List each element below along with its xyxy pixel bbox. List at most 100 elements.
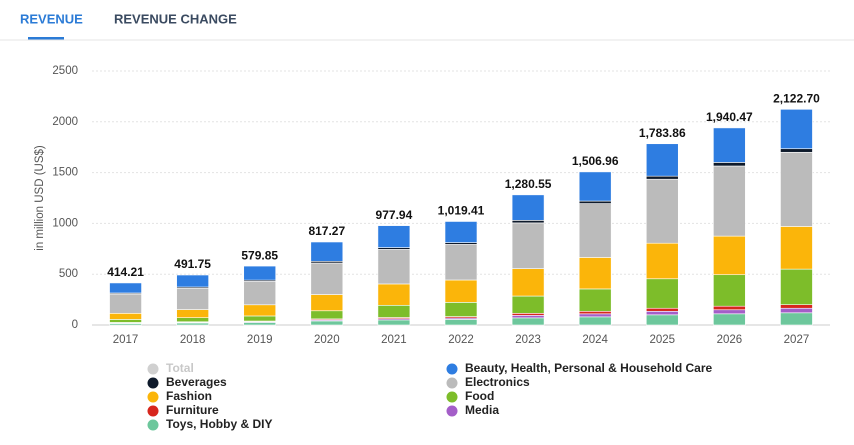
bar-segment (511, 317, 545, 326)
y-tick-label: 2000 (52, 116, 78, 128)
bar-segment (310, 241, 344, 262)
bar-segment (444, 221, 478, 243)
bar-segment (578, 316, 612, 326)
x-tick-label: 2018 (180, 334, 206, 346)
legend-label: Furniture (166, 403, 219, 417)
bar-segment (713, 313, 746, 326)
legend-label: Fashion (166, 389, 212, 403)
bar-segment (780, 304, 813, 309)
legend-swatch (446, 391, 458, 403)
legend-swatch (147, 419, 159, 431)
bar-segment (109, 319, 142, 323)
x-tick-label: 2024 (582, 334, 608, 346)
bar-segment (645, 175, 679, 180)
bar-segment (511, 313, 545, 316)
total-label: 977.94 (376, 208, 413, 222)
legend-label: Total (166, 361, 194, 375)
bar-segment (780, 226, 813, 270)
bar-segment (444, 319, 478, 326)
tab-revenue-change[interactable]: REVENUE CHANGE (114, 11, 237, 26)
bar-segment (578, 203, 612, 258)
bar-segment (109, 313, 142, 320)
x-tick-label: 2022 (448, 334, 474, 346)
bar-segment (511, 194, 545, 221)
bar-segment (377, 225, 411, 248)
total-label: 2,122.70 (773, 92, 820, 106)
bar-segment (511, 222, 545, 269)
bar-segment (578, 288, 612, 312)
bar-segment (444, 302, 478, 317)
bar-segment (511, 315, 545, 319)
bar-segment (713, 235, 746, 276)
bar-segment (780, 148, 813, 153)
bar-segment (310, 262, 344, 295)
bar-segment (243, 304, 277, 317)
legend-swatch (147, 391, 159, 403)
legend-swatch (147, 363, 159, 375)
bar-segment (645, 278, 679, 309)
y-tick-label: 1000 (52, 217, 78, 229)
bar-segment (310, 294, 344, 312)
legend-label: Electronics (465, 375, 530, 389)
total-label: 1,783.86 (639, 126, 686, 140)
legend-label: Toys, Hobby & DIY (166, 417, 272, 431)
bar-segment (377, 249, 411, 285)
bar-segment (780, 268, 813, 305)
tab-underline (28, 37, 64, 40)
bar-segment (377, 304, 411, 318)
x-tick-label: 2017 (113, 334, 139, 346)
bar-segment (444, 244, 478, 281)
legend-swatch (147, 405, 159, 417)
y-axis-title: in million USD (US$) (34, 145, 46, 251)
bar-segment (578, 257, 612, 290)
bar-segment (713, 305, 746, 311)
total-label: 1,940.47 (706, 110, 753, 124)
y-tick-label: 500 (59, 268, 78, 280)
bar-segment (713, 162, 746, 167)
bar-segment (645, 314, 679, 326)
bar-segment (578, 313, 612, 318)
bar-segment (377, 283, 411, 306)
total-label: 579.85 (241, 248, 278, 262)
total-label: 414.21 (107, 265, 144, 279)
bar-segment (176, 309, 209, 318)
y-tick-label: 0 (72, 319, 78, 331)
bar-segment (578, 171, 612, 202)
bar-segment (511, 220, 545, 224)
y-tick-label: 1500 (52, 167, 78, 179)
total-label: 491.75 (174, 257, 211, 271)
legend-label: Beauty, Health, Personal & Household Car… (465, 361, 712, 375)
x-tick-label: 2027 (784, 334, 810, 346)
total-label: 817.27 (308, 224, 345, 238)
legend-swatch (147, 377, 159, 389)
bar-segment (310, 320, 344, 326)
total-label: 1,280.55 (505, 177, 552, 191)
bar-segment (645, 307, 679, 312)
bar-segment (780, 151, 813, 227)
bar-segment (176, 274, 209, 288)
total-label: 1,506.96 (572, 154, 619, 168)
bar-segment (578, 310, 612, 315)
bar-segment (243, 265, 277, 281)
bar-segment (713, 309, 746, 315)
bar-segment (578, 200, 612, 204)
x-tick-label: 2021 (381, 334, 407, 346)
tab-revenue[interactable]: REVENUE (20, 11, 83, 26)
bar-segment (511, 295, 545, 314)
bar-segment (109, 282, 142, 294)
bar-segment (243, 322, 277, 326)
bar-segment (310, 310, 344, 320)
bar-segment (176, 287, 209, 310)
legend-label: Food (465, 389, 494, 403)
legend-swatch (446, 363, 458, 375)
bar-segment (444, 279, 478, 303)
total-label: 1,019.41 (438, 204, 485, 218)
bar-segment (713, 274, 746, 307)
bar-segment (511, 268, 545, 297)
legend-label: Beverages (166, 375, 227, 389)
x-tick-label: 2020 (314, 334, 340, 346)
bar-segment (243, 315, 277, 322)
bar-segment (176, 317, 209, 323)
bar-segment (176, 322, 209, 326)
